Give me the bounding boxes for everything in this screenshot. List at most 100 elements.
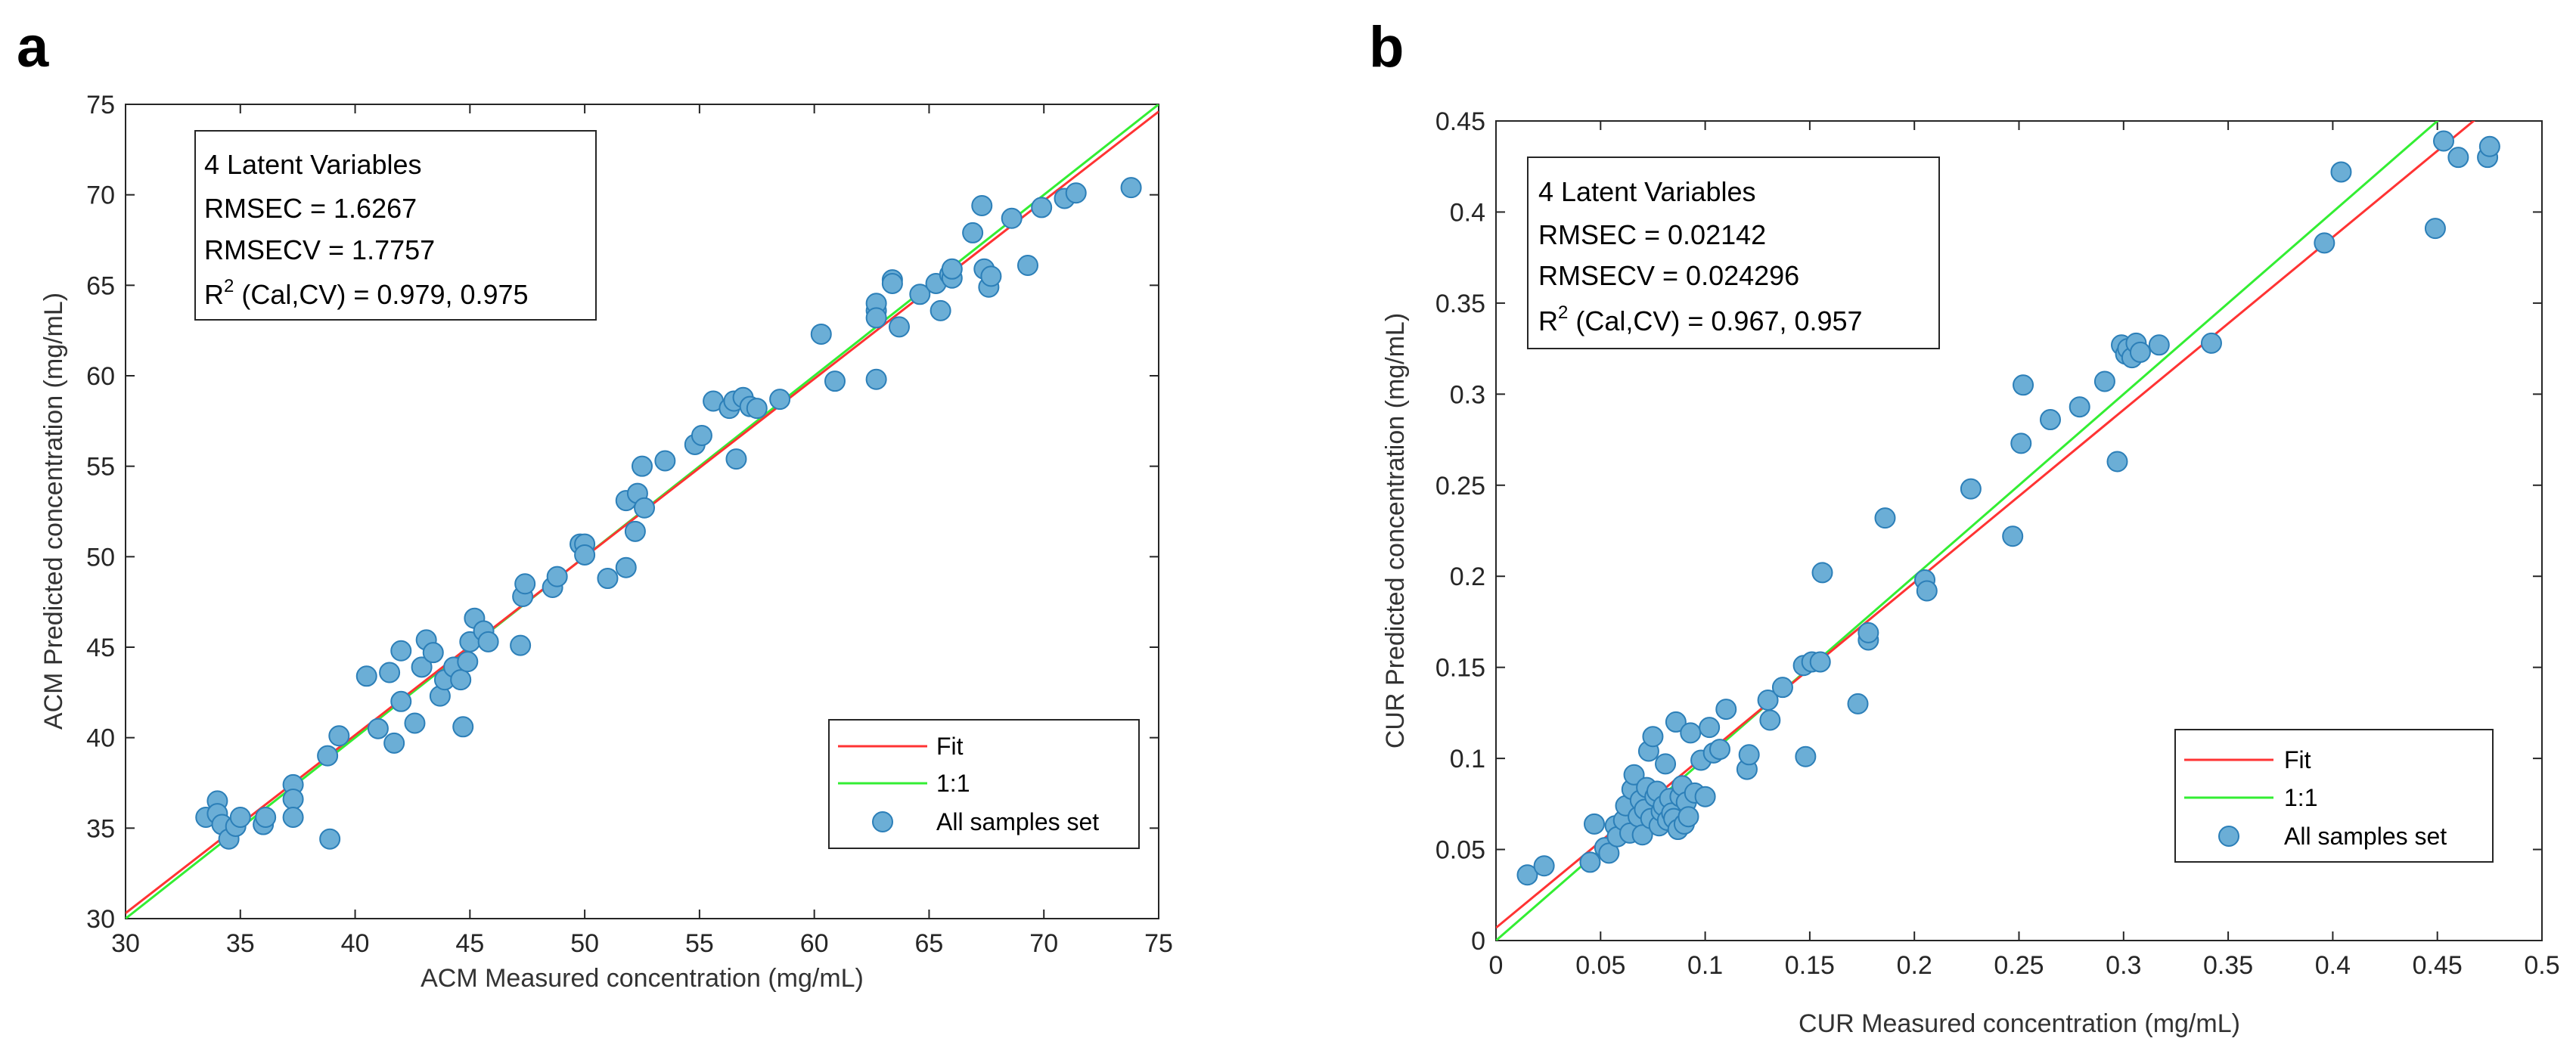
axis-ticks-b: 0 0.05 0.1 0.15 0.2 0.25 0.3 0.35 0.4 0.45 0.5 0 0.0…	[1435, 107, 2560, 980]
data-point-a	[769, 389, 791, 411]
data-point-a	[888, 316, 910, 338]
legend-a: Fit 1:1 All samples set	[828, 719, 1140, 849]
y-tick-label-b: 0.3	[1450, 380, 1485, 409]
data-point-b	[2314, 232, 2335, 254]
y-tick-label-a: 35	[86, 814, 115, 843]
data-point-a	[282, 789, 304, 810]
data-point-b	[1738, 744, 1760, 766]
y-tick-label-a: 55	[86, 453, 115, 482]
info-box-b: 4 Latent Variables RMSEC = 0.02142 RMSEC…	[1527, 157, 1940, 349]
data-point-a	[452, 716, 474, 738]
data-point-a	[319, 828, 341, 850]
data-point-b	[2039, 409, 2061, 431]
axis-ticks-a: 30 35 40 45 50 55 60 65 70 75 30 35 40 45 50 55 60 65 70 75	[86, 91, 1173, 958]
y-tick-label-a: 50	[86, 543, 115, 572]
data-point-a	[282, 806, 304, 828]
data-point-a	[422, 642, 444, 664]
info-rmsec-b: RMSEC = 0.02142	[1538, 219, 1766, 250]
legend-one-to-one-label-a: 1:1	[936, 770, 970, 797]
info-box-frame-b	[1527, 157, 1940, 349]
data-point-a	[632, 455, 653, 477]
data-point-b	[1858, 621, 1879, 643]
data-point-a	[1016, 255, 1038, 277]
scatter-points-a	[195, 177, 1142, 850]
x-tick-label-a: 50	[570, 929, 599, 958]
x-tick-label-a: 60	[800, 929, 829, 958]
data-point-b	[2093, 370, 2115, 392]
data-point-a	[941, 258, 963, 280]
data-point-a	[810, 323, 832, 345]
data-point-b	[1694, 786, 1716, 807]
data-point-b	[2447, 147, 2469, 169]
data-point-b	[2478, 135, 2500, 157]
data-point-b	[1631, 824, 1653, 846]
data-point-b	[1960, 478, 1982, 500]
data-point-b	[2002, 525, 2024, 547]
x-tick-label-b: 0.45	[2413, 951, 2463, 980]
legend-fit-label-b: Fit	[2284, 746, 2311, 773]
panel-b-chart: b 0 0.05 0.1 0.15 0.2 0.25 0.3 0.35 0.4 0.45 0.500…	[1369, 15, 2560, 1038]
legend-fit-label-a: Fit	[936, 733, 964, 760]
y-tick-label-b: 0.1	[1450, 745, 1485, 773]
y-tick-label-a: 45	[86, 634, 115, 662]
x-tick-label-b: 0.35	[2203, 951, 2253, 980]
y-tick-label-a: 30	[86, 905, 115, 934]
y-tick-label-b: 0.4	[1450, 198, 1485, 227]
data-point-a	[411, 656, 433, 678]
data-point-a	[1001, 207, 1023, 229]
y-tick-label-b: 0.35	[1435, 290, 1485, 318]
x-tick-label-b: 0.2	[1897, 951, 1932, 980]
data-point-b	[1516, 864, 1538, 886]
data-point-b	[1709, 739, 1730, 761]
data-point-b	[1771, 677, 1793, 699]
data-point-b	[1809, 651, 1831, 673]
data-point-b	[1533, 855, 1555, 877]
fit-line-b	[1496, 121, 2475, 929]
x-axis-label-b: CUR Measured concentration (mg/mL)	[1799, 1009, 2240, 1038]
x-tick-label-a: 40	[341, 929, 370, 958]
data-point-b	[1795, 745, 1817, 767]
y-tick-label-b: 0	[1471, 927, 1485, 956]
x-tick-label-b: 0.05	[1575, 951, 1625, 980]
legend-samples-marker-b	[2218, 826, 2239, 847]
data-point-b	[2010, 432, 2032, 454]
legend-samples-label-b: All samples set	[2284, 823, 2447, 850]
data-point-a	[390, 640, 412, 662]
data-point-a	[615, 556, 637, 578]
y-tick-label-b: 0.45	[1435, 107, 1485, 136]
data-point-b	[1680, 722, 1702, 744]
data-point-a	[450, 669, 472, 691]
legend-b: Fit 1:1 All samples set	[2174, 729, 2494, 863]
x-tick-label-a: 75	[1144, 929, 1173, 958]
data-point-b	[1623, 764, 1645, 786]
y-tick-label-b: 0.15	[1435, 654, 1485, 683]
data-point-a	[514, 573, 536, 595]
data-point-b	[1655, 753, 1677, 775]
data-point-a	[980, 265, 1002, 287]
data-point-a	[634, 497, 656, 519]
x-tick-label-b: 0.5	[2524, 951, 2559, 980]
data-point-a	[328, 725, 350, 747]
y-tick-label-a: 65	[86, 271, 115, 300]
data-point-b	[2013, 374, 2034, 396]
data-point-b	[1874, 507, 1896, 529]
data-point-a	[383, 732, 405, 754]
data-point-b	[1916, 580, 1938, 602]
data-point-b	[2129, 341, 2151, 363]
info-rmsecv-b: RMSECV = 0.024296	[1538, 260, 1799, 291]
y-tick-label-a: 60	[86, 362, 115, 391]
data-point-a	[355, 665, 377, 687]
panel-a-chart: a 30 35 40 45 50 55 60 65 70 75 30 35 40 45 50 55 60 65 70…	[17, 15, 1173, 993]
data-point-a	[255, 806, 277, 828]
y-tick-label-b: 0.05	[1435, 836, 1485, 865]
y-tick-label-b: 0.2	[1450, 563, 1485, 591]
data-point-b	[2432, 130, 2454, 152]
data-point-b	[1598, 842, 1620, 864]
data-point-b	[1642, 726, 1664, 748]
legend-samples-label-a: All samples set	[936, 808, 1099, 835]
data-point-a	[691, 424, 712, 446]
data-point-b	[1759, 709, 1781, 731]
data-point-a	[865, 307, 887, 329]
y-axis-label-a: ACM Predicted concentration (mg/mL)	[39, 293, 68, 730]
x-tick-label-a: 70	[1029, 929, 1058, 958]
